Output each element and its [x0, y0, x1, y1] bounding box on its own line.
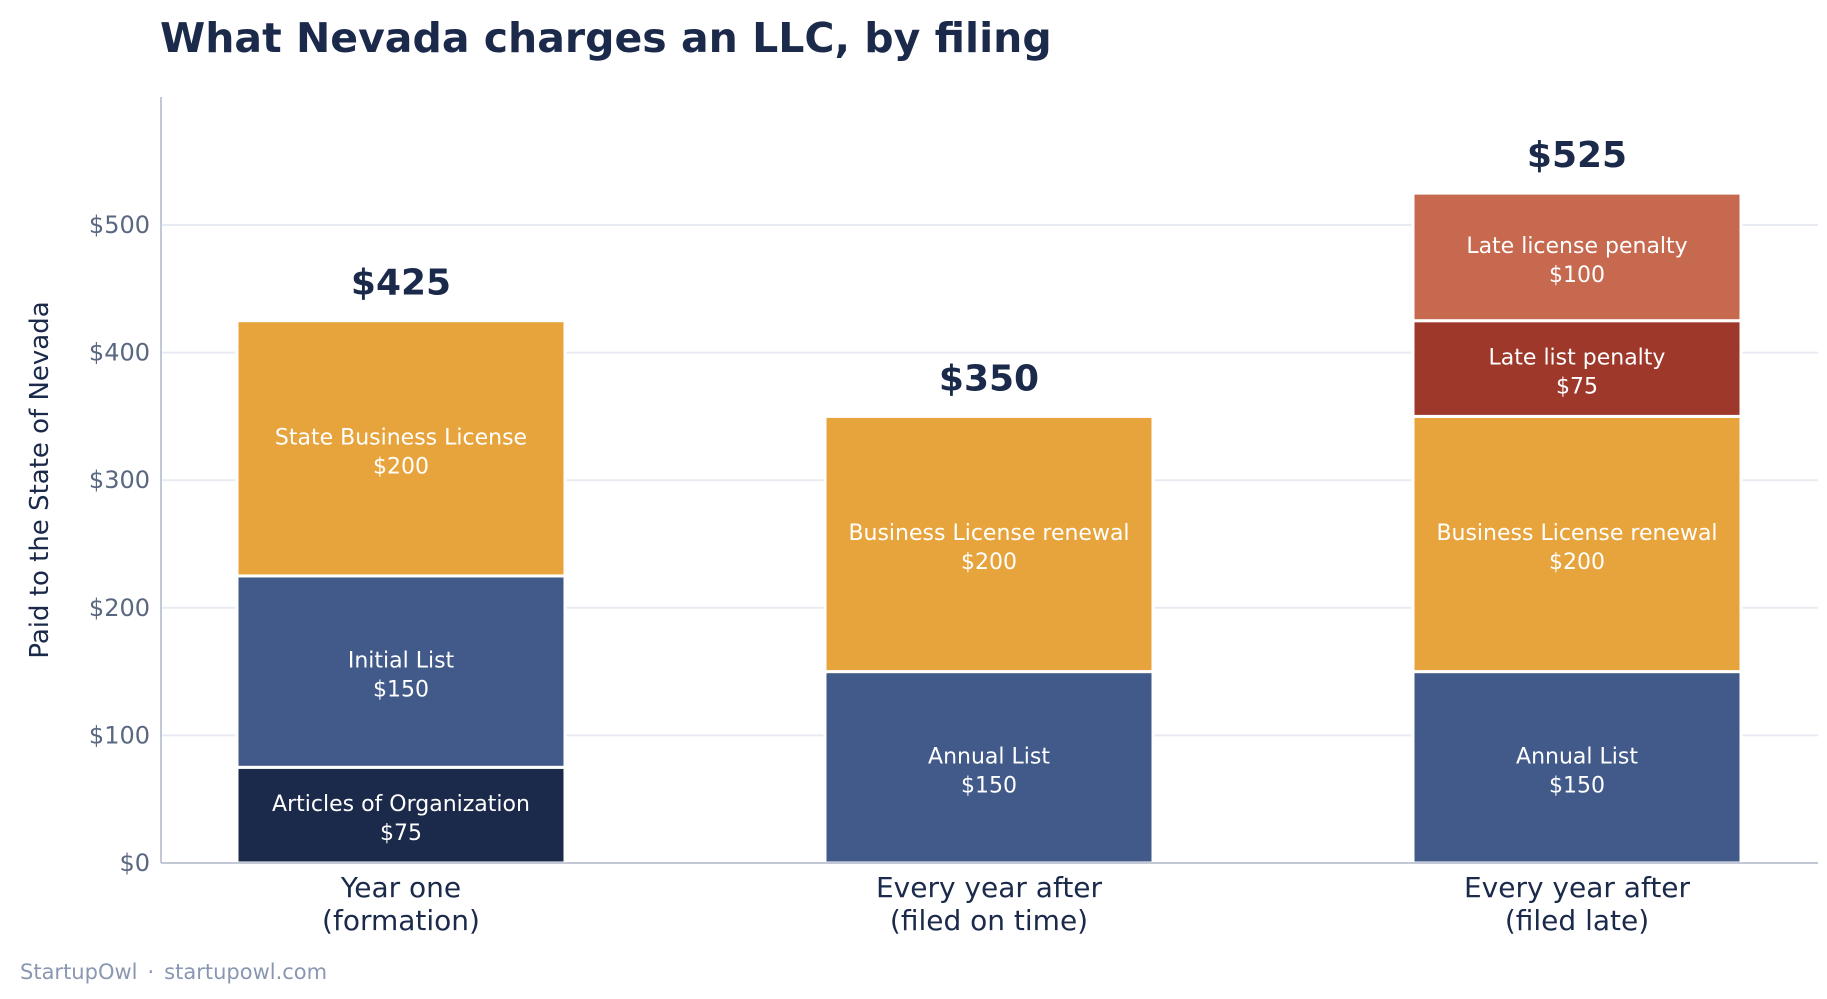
bar-0-segment-2-name: State Business License — [275, 425, 527, 450]
bar-1-segment-1-value: $200 — [961, 550, 1017, 575]
bar-2-segment-0-name: Annual List — [1516, 744, 1638, 769]
bars: Articles of Organization $75 Initial List $… — [235, 135, 1743, 865]
x-category-label-1-line-1: (filed on time) — [890, 904, 1088, 937]
y-tick-label-200: $200 — [89, 594, 150, 622]
footer-brand: StartupOwl — [20, 960, 138, 984]
y-axis-label: Paid to the State of Nevada — [25, 301, 55, 658]
bar-0-segment-2-value: $200 — [373, 454, 429, 479]
y-tick-label-300: $300 — [89, 466, 150, 494]
bar-2-segment-3 — [1411, 191, 1743, 323]
bar-1-segment-1-name: Business License renewal — [848, 521, 1129, 546]
bar-1-segment-0-name: Annual List — [928, 744, 1050, 769]
bar-1-total-label: $350 — [939, 358, 1039, 399]
bar-2-segment-2-name: Late list penalty — [1489, 346, 1666, 371]
x-category-label-2-line-0: Every year after — [1464, 871, 1691, 904]
bar-2-total-label: $525 — [1527, 135, 1627, 176]
bar-0-segment-1-name: Initial List — [348, 649, 455, 674]
bar-1-segment-0-value: $150 — [961, 773, 1017, 798]
bar-2-segment-2-value: $75 — [1556, 375, 1598, 400]
bar-1-segment-1 — [823, 414, 1155, 674]
y-tick-label-500: $500 — [89, 211, 150, 239]
bar-0-segment-0 — [235, 765, 567, 865]
footer-credit: StartupOwl · startupowl.com — [20, 960, 327, 984]
bar-1-segment-0 — [823, 670, 1155, 865]
x-category-label-0-line-0: Year one — [340, 871, 461, 904]
x-category-label-1-line-0: Every year after — [876, 871, 1103, 904]
bar-0-segment-0-name: Articles of Organization — [272, 792, 530, 817]
y-tick-label-100: $100 — [89, 721, 150, 749]
bar-2-segment-1-name: Business License renewal — [1436, 521, 1717, 546]
bar-0-segment-1-value: $150 — [373, 678, 429, 703]
bar-2-segment-2 — [1411, 319, 1743, 418]
x-category-label-0-line-1: (formation) — [322, 904, 480, 937]
y-tick-label-0: $0 — [119, 849, 150, 877]
bar-0-segment-2 — [235, 319, 567, 578]
bar-2-segment-3-value: $100 — [1549, 263, 1605, 288]
chart-title: What Nevada charges an LLC, by filing — [160, 14, 1052, 62]
bar-0-segment-1 — [235, 574, 567, 769]
axes: $0 $100 $200 $300 $400 $500 Paid to the State … — [25, 97, 1818, 937]
y-tick-label-400: $400 — [89, 339, 150, 367]
bar-0-total-label: $425 — [351, 263, 451, 304]
bar-2-segment-1-value: $200 — [1549, 550, 1605, 575]
x-category-label-2-line-1: (filed late) — [1505, 904, 1649, 937]
bar-2-segment-3-name: Late license penalty — [1466, 234, 1687, 259]
bar-2-segment-0-value: $150 — [1549, 773, 1605, 798]
footer-site: startupowl.com — [164, 960, 328, 984]
footer-separator: · — [147, 960, 155, 984]
bar-0-segment-0-value: $75 — [380, 821, 422, 846]
